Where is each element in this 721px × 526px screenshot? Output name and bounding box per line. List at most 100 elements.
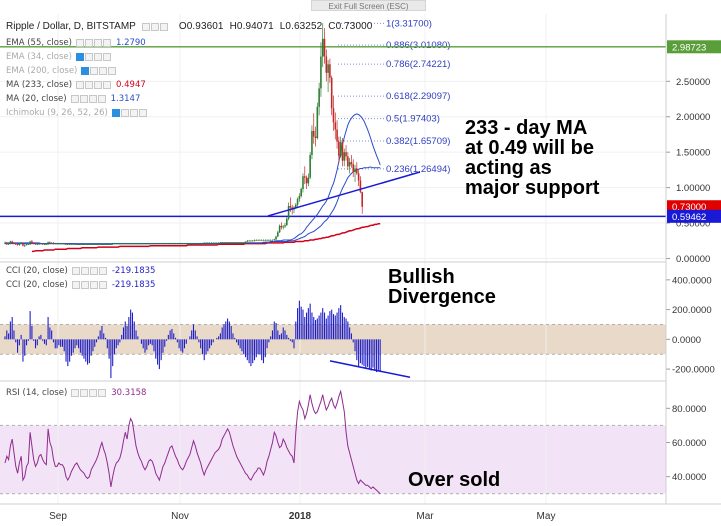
candle-body [93,244,96,245]
candle [180,242,182,245]
eye-icon[interactable] [71,388,80,397]
settings-icon[interactable] [80,280,89,289]
candle [110,243,112,245]
close-icon[interactable] [93,38,102,47]
price-tick-label: 1.50000 [676,148,710,159]
candle [25,243,28,246]
price-candles [4,23,364,248]
more-icon[interactable] [97,94,106,103]
more-icon[interactable] [98,280,107,289]
candle [99,243,101,245]
candle [250,240,252,242]
candle [70,243,73,245]
candle-body [307,177,310,184]
candle-body [63,243,66,245]
candle-body [5,242,8,245]
annotation-line: acting as [465,157,552,179]
candle [154,242,157,245]
candle-body [221,242,223,244]
exit-fullscreen-button[interactable]: Exit Full Screen (ESC) [311,0,426,11]
eye-icon[interactable] [76,80,85,89]
settings-icon[interactable] [84,52,93,61]
candle [312,113,315,144]
candle [160,242,162,245]
candle-body [119,243,121,245]
candle [22,242,24,247]
close-icon[interactable] [159,22,168,31]
candle-body [286,218,288,226]
fib-label: 1(3.31700) [386,18,432,29]
more-icon[interactable] [103,80,112,89]
candle [241,242,243,244]
more-icon[interactable] [138,109,147,117]
candle-body [27,244,30,245]
candle [271,239,274,241]
close-icon[interactable] [89,280,98,289]
candle [242,242,245,244]
settings-icon[interactable] [84,38,93,47]
candle-body [156,243,159,245]
close-icon[interactable] [89,388,98,397]
candle-body [257,240,259,241]
candle [273,238,276,241]
candle [58,242,60,245]
candle [90,243,92,245]
candle-body [110,244,112,245]
candle [327,60,329,92]
candle [311,125,313,160]
cci-legend-value: -219.1835 [111,265,156,276]
candle-body [226,242,229,244]
settings-icon[interactable] [120,109,129,117]
settings-icon[interactable] [80,266,89,275]
eye-icon[interactable] [81,66,90,75]
cci-tick-label: 400.0000 [672,275,712,286]
indicator-row: EMA (55, close) 1.2790 [6,37,146,48]
settings-icon[interactable] [80,388,89,397]
candle [316,102,319,140]
candle-body [176,243,179,245]
settings-icon[interactable] [85,80,94,89]
more-icon[interactable] [98,388,107,397]
eye-icon[interactable] [71,280,80,289]
candle [196,242,198,245]
more-icon[interactable] [102,38,111,47]
candle-body [158,243,161,245]
eye-icon[interactable] [70,94,79,103]
settings-icon[interactable] [90,66,99,75]
candle-body [314,136,317,138]
close-icon[interactable] [129,109,138,117]
eye-icon[interactable] [75,52,84,61]
candle-body [248,240,250,242]
candle [77,243,80,245]
more-icon[interactable] [98,266,107,275]
candle-body [122,243,125,245]
candle-body [233,242,236,244]
fib-label: 0.618(2.29097) [386,91,450,102]
candle-body [294,204,297,208]
close-icon[interactable] [99,66,108,75]
candle [72,243,75,245]
candle-body [137,243,139,245]
more-icon[interactable] [108,66,117,75]
eye-icon[interactable] [75,38,84,47]
settings-icon[interactable] [150,22,159,31]
more-icon[interactable] [102,52,111,61]
candle [217,242,220,244]
indicator-label: Ichimoku (9, 26, 52, 26) [6,108,108,118]
candle [171,242,173,245]
close-icon[interactable] [88,94,97,103]
candle [257,239,259,241]
eye-icon[interactable] [111,109,120,117]
close-icon[interactable] [89,266,98,275]
candle-body [79,244,82,245]
close-icon[interactable] [93,52,102,61]
candle-body [210,242,213,244]
settings-icon[interactable] [79,94,88,103]
rsi-legend-value: 30.3158 [111,387,147,398]
close-icon[interactable] [94,80,103,89]
eye-icon[interactable] [71,266,80,275]
candle [298,193,301,202]
eye-icon[interactable] [141,22,150,31]
candle [255,239,258,241]
candle-body [235,242,238,244]
